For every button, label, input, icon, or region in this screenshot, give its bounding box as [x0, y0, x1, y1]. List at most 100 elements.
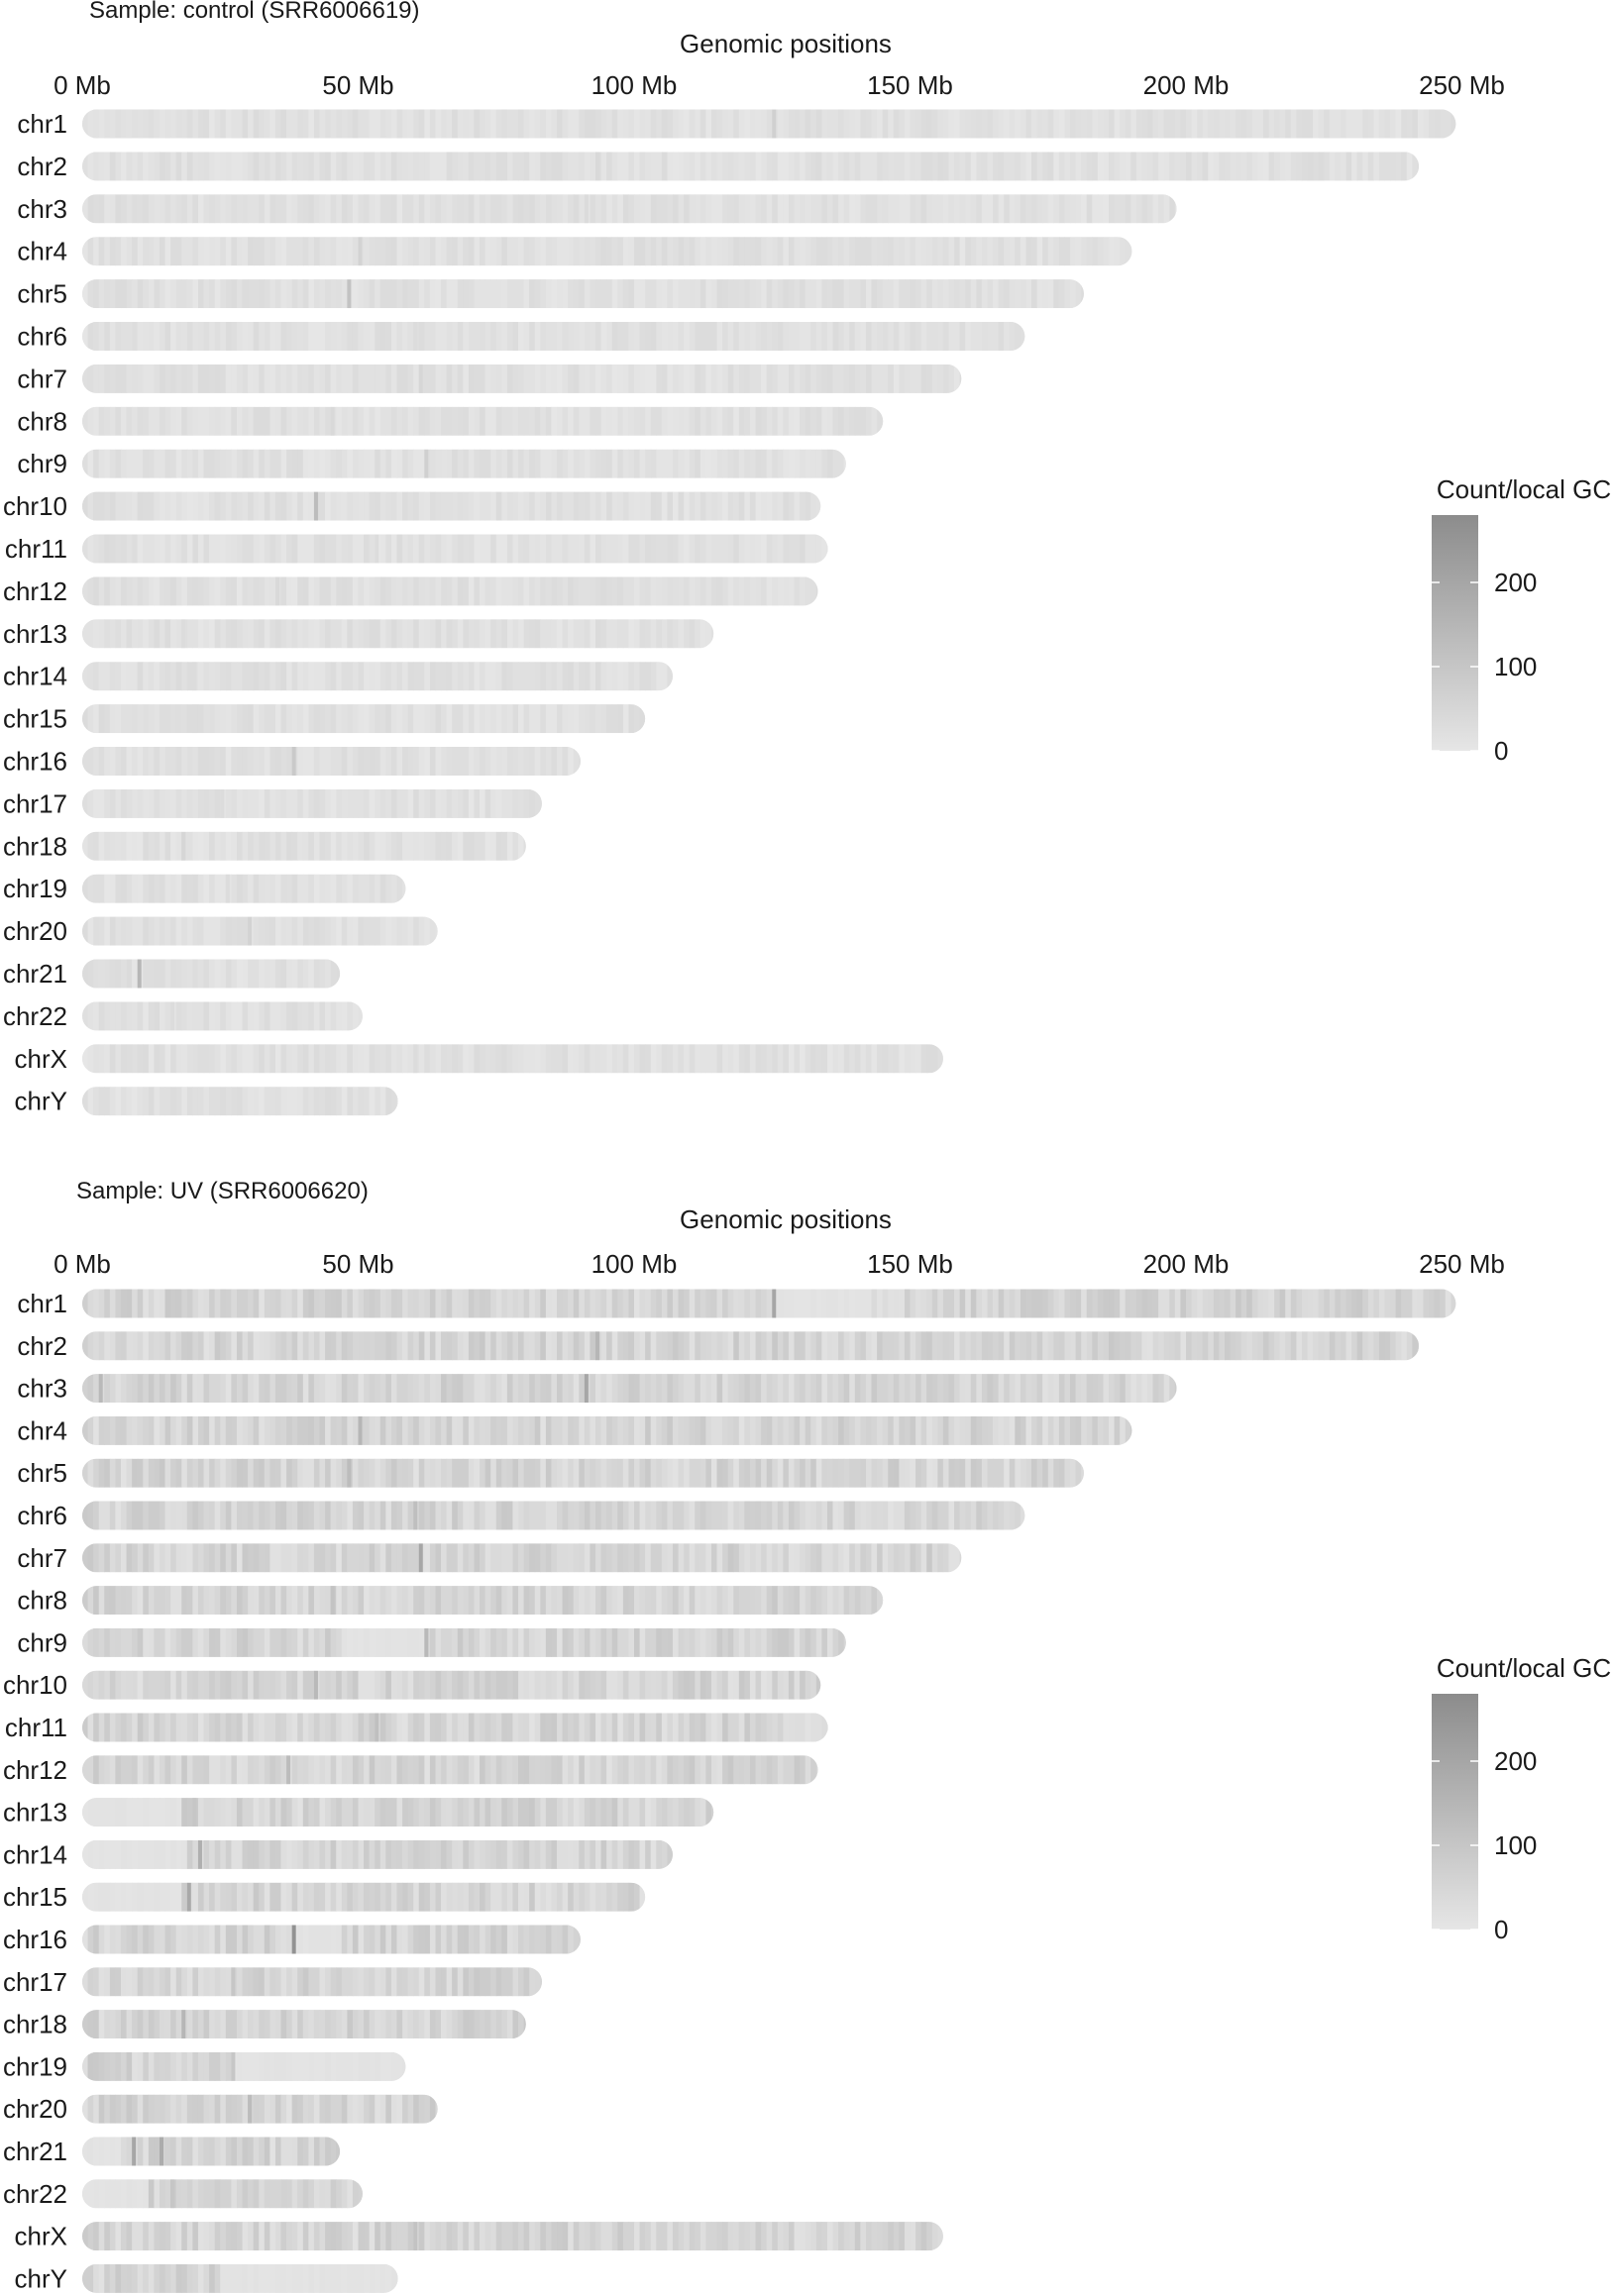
genomic-bin	[1395, 109, 1402, 139]
genomic-bin	[181, 1001, 188, 1031]
genomic-bin	[622, 534, 630, 564]
genomic-bin	[678, 237, 685, 266]
genomic-bin	[93, 364, 100, 393]
genomic-bin	[98, 576, 105, 606]
genomic-bin	[264, 959, 270, 989]
genomic-bin	[181, 916, 188, 946]
genomic-bin	[209, 534, 216, 564]
genomic-bin	[274, 194, 282, 224]
genomic-bin	[1070, 1289, 1077, 1318]
genomic-bin	[396, 662, 403, 691]
genomic-bin	[1158, 1331, 1165, 1361]
genomic-bin	[220, 1586, 227, 1616]
genomic-bin	[154, 916, 161, 946]
genomic-bin	[645, 1501, 652, 1530]
genomic-bin	[777, 1374, 784, 1404]
genomic-bin	[302, 576, 309, 606]
genomic-bin	[253, 109, 260, 139]
genomic-bin	[385, 237, 392, 266]
genomic-bin	[82, 704, 89, 734]
genomic-bin	[1009, 1374, 1016, 1404]
genomic-bin	[805, 109, 811, 139]
genomic-bin	[1025, 1289, 1032, 1318]
genomic-bin	[446, 279, 453, 309]
genomic-bin	[225, 364, 232, 393]
genomic-bin	[424, 1501, 431, 1530]
genomic-bin	[104, 874, 111, 903]
genomic-bin	[297, 491, 304, 521]
genomic-bin	[302, 152, 309, 181]
genomic-bin	[452, 1586, 459, 1616]
genomic-bin	[225, 237, 232, 266]
genomic-bin	[214, 619, 221, 649]
genomic-bin	[794, 237, 801, 266]
genomic-bin	[248, 491, 255, 521]
genomic-bin	[154, 1501, 161, 1530]
genomic-bin	[1335, 109, 1342, 139]
genomic-bin	[656, 364, 663, 393]
genomic-bin	[501, 406, 508, 436]
legend: Count/local GC 200 100 0	[1432, 474, 1611, 766]
genomic-bin	[259, 364, 266, 393]
genomic-bin	[611, 406, 618, 436]
genomic-bin	[661, 1543, 669, 1573]
genomic-bin	[1135, 1331, 1143, 1361]
genomic-bin	[225, 916, 232, 946]
genomic-bin	[534, 1501, 541, 1530]
genomic-bin	[1158, 109, 1165, 139]
genomic-bin	[330, 491, 337, 521]
genomic-bin	[407, 194, 414, 224]
genomic-bin	[931, 1501, 938, 1530]
genomic-bin	[82, 831, 89, 861]
genomic-bin	[959, 1543, 962, 1573]
genomic-bin	[865, 1501, 873, 1530]
genomic-bin	[568, 1374, 575, 1404]
genomic-bin	[480, 279, 486, 309]
genomic-bin	[716, 1501, 723, 1530]
genomic-bin	[253, 534, 260, 564]
genomic-bin	[159, 449, 166, 478]
genomic-bin	[319, 534, 326, 564]
genomic-bin	[93, 662, 100, 691]
genomic-bin	[457, 747, 464, 776]
genomic-bin	[1152, 1374, 1159, 1404]
genomic-bin	[120, 1331, 128, 1361]
genomic-bin	[248, 1501, 255, 1530]
genomic-bin	[722, 364, 729, 393]
genomic-bin	[220, 152, 227, 181]
genomic-bin	[931, 322, 938, 351]
genomic-bin	[82, 1087, 89, 1116]
genomic-bin	[341, 874, 348, 903]
genomic-bin	[783, 1044, 790, 1074]
genomic-bin	[274, 1501, 282, 1530]
genomic-bin	[634, 152, 641, 181]
genomic-bin	[1191, 1289, 1198, 1318]
hotspot-bin	[418, 1543, 423, 1573]
genomic-bin	[484, 109, 491, 139]
genomic-bin	[181, 237, 188, 266]
genomic-bin	[710, 1627, 718, 1657]
genomic-bin	[1130, 152, 1137, 181]
genomic-bin	[347, 1289, 354, 1318]
genomic-bin	[407, 619, 414, 649]
genomic-bin	[942, 322, 950, 351]
genomic-bin	[214, 959, 221, 989]
genomic-bin	[1109, 1331, 1116, 1361]
genomic-bin	[231, 194, 238, 224]
genomic-bin	[634, 322, 641, 351]
genomic-bin	[545, 491, 553, 521]
genomic-bin	[1114, 1289, 1121, 1318]
genomic-bin	[435, 322, 442, 351]
genomic-bin	[490, 704, 497, 734]
genomic-bin	[810, 1543, 817, 1573]
genomic-bin	[236, 874, 244, 903]
genomic-bin	[319, 1543, 326, 1573]
genomic-bin	[523, 1586, 530, 1616]
genomic-bin	[667, 1586, 674, 1616]
genomic-bin	[446, 1374, 453, 1404]
genomic-bin	[159, 662, 166, 691]
genomic-bin	[313, 576, 321, 606]
genomic-bin	[104, 237, 111, 266]
genomic-bin	[749, 1458, 757, 1488]
genomic-bin	[705, 237, 712, 266]
